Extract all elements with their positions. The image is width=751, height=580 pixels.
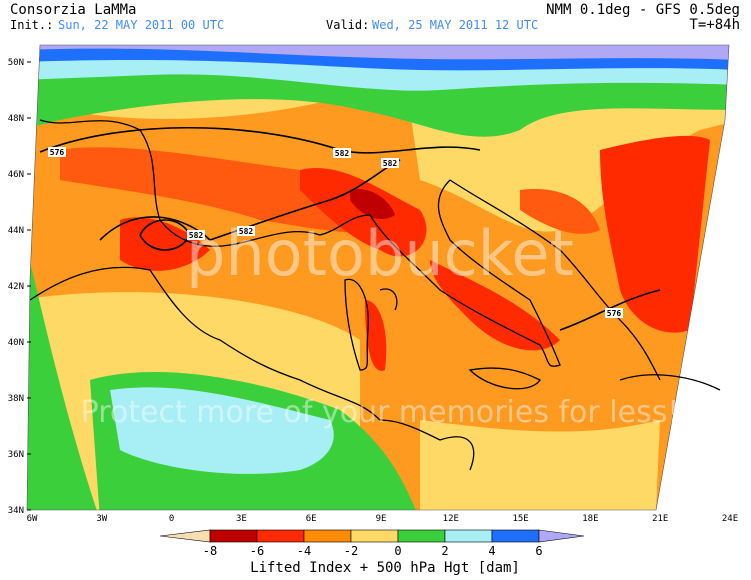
contour-label: 582 bbox=[189, 231, 204, 240]
contour-label-bg bbox=[381, 158, 399, 168]
colorbar-tick: 0 bbox=[394, 544, 401, 558]
lon-label: 3E bbox=[236, 514, 247, 524]
valid-label: Valid: bbox=[326, 18, 369, 32]
lon-label: 3W bbox=[96, 514, 107, 524]
field bbox=[27, 45, 729, 510]
colorbar-tick: -8 bbox=[203, 544, 217, 558]
colorbar-box bbox=[303, 529, 352, 543]
coastlines bbox=[29, 119, 721, 471]
lon-label: 15E bbox=[512, 514, 528, 524]
lon-label: 9E bbox=[376, 514, 387, 524]
colorbar-title: Lifted Index + 500 hPa Hgt [dam] bbox=[250, 560, 520, 576]
colorbar-tick: 4 bbox=[488, 544, 495, 558]
colorbar-box bbox=[209, 529, 258, 543]
lon-label: 21E bbox=[652, 514, 668, 524]
colorbar-tick: -2 bbox=[344, 544, 358, 558]
contour-label: 582 bbox=[239, 227, 254, 236]
colorbar-tick: -4 bbox=[297, 544, 311, 558]
watermark-tagline: Protect more of your memories for less! bbox=[81, 395, 680, 430]
lat-label: 50N bbox=[8, 58, 24, 68]
lat-label: 36N bbox=[8, 450, 24, 460]
contour-label: 576 bbox=[50, 148, 65, 157]
contour-label: 582 bbox=[335, 149, 350, 158]
init-label: Init.: bbox=[10, 18, 53, 32]
lat-label: 38N bbox=[8, 394, 24, 404]
lon-label: 24E bbox=[722, 514, 738, 524]
colorbar-box bbox=[256, 529, 305, 543]
colorbar-box bbox=[350, 529, 399, 543]
lat-label: 48N bbox=[8, 114, 24, 124]
model: NMM 0.1deg - GFS 0.5deg bbox=[546, 2, 740, 18]
colorbar-box bbox=[444, 529, 493, 543]
contour-label-bg bbox=[187, 230, 205, 240]
init-time: Sun, 22 MAY 2011 00 UTC bbox=[58, 18, 224, 32]
colorbar-low bbox=[159, 529, 211, 543]
contour-label: 576 bbox=[607, 309, 622, 318]
source: Consorzia LaMMa bbox=[10, 2, 136, 18]
lat-label: 44N bbox=[8, 226, 24, 236]
contour-label-bg bbox=[48, 147, 66, 157]
lon-label: 6W bbox=[27, 514, 38, 524]
valid-time: Wed, 25 MAY 2011 12 UTC bbox=[372, 18, 538, 32]
lon-label: 0 bbox=[169, 514, 174, 524]
lon-label: 6E bbox=[306, 514, 317, 524]
lon-label: 12E bbox=[443, 514, 459, 524]
lead-time: T=+84h bbox=[689, 17, 740, 33]
lon-label: 18E bbox=[582, 514, 598, 524]
colorbar-tick: 2 bbox=[441, 544, 448, 558]
colorbar-tick: -6 bbox=[250, 544, 264, 558]
colorbar-box bbox=[397, 529, 446, 543]
lat-label: 42N bbox=[8, 282, 24, 292]
contour-label: 582 bbox=[383, 159, 398, 168]
contour-label-bg bbox=[333, 148, 351, 158]
lat-label: 40N bbox=[8, 338, 24, 348]
colorbar-tick: 6 bbox=[535, 544, 542, 558]
contour-label-bg bbox=[605, 308, 623, 318]
colorbar-box bbox=[491, 529, 540, 543]
lat-label: 34N bbox=[8, 506, 24, 516]
contour-label-bg bbox=[237, 226, 255, 236]
colorbar-high bbox=[538, 529, 585, 543]
lat-label: 46N bbox=[8, 170, 24, 180]
